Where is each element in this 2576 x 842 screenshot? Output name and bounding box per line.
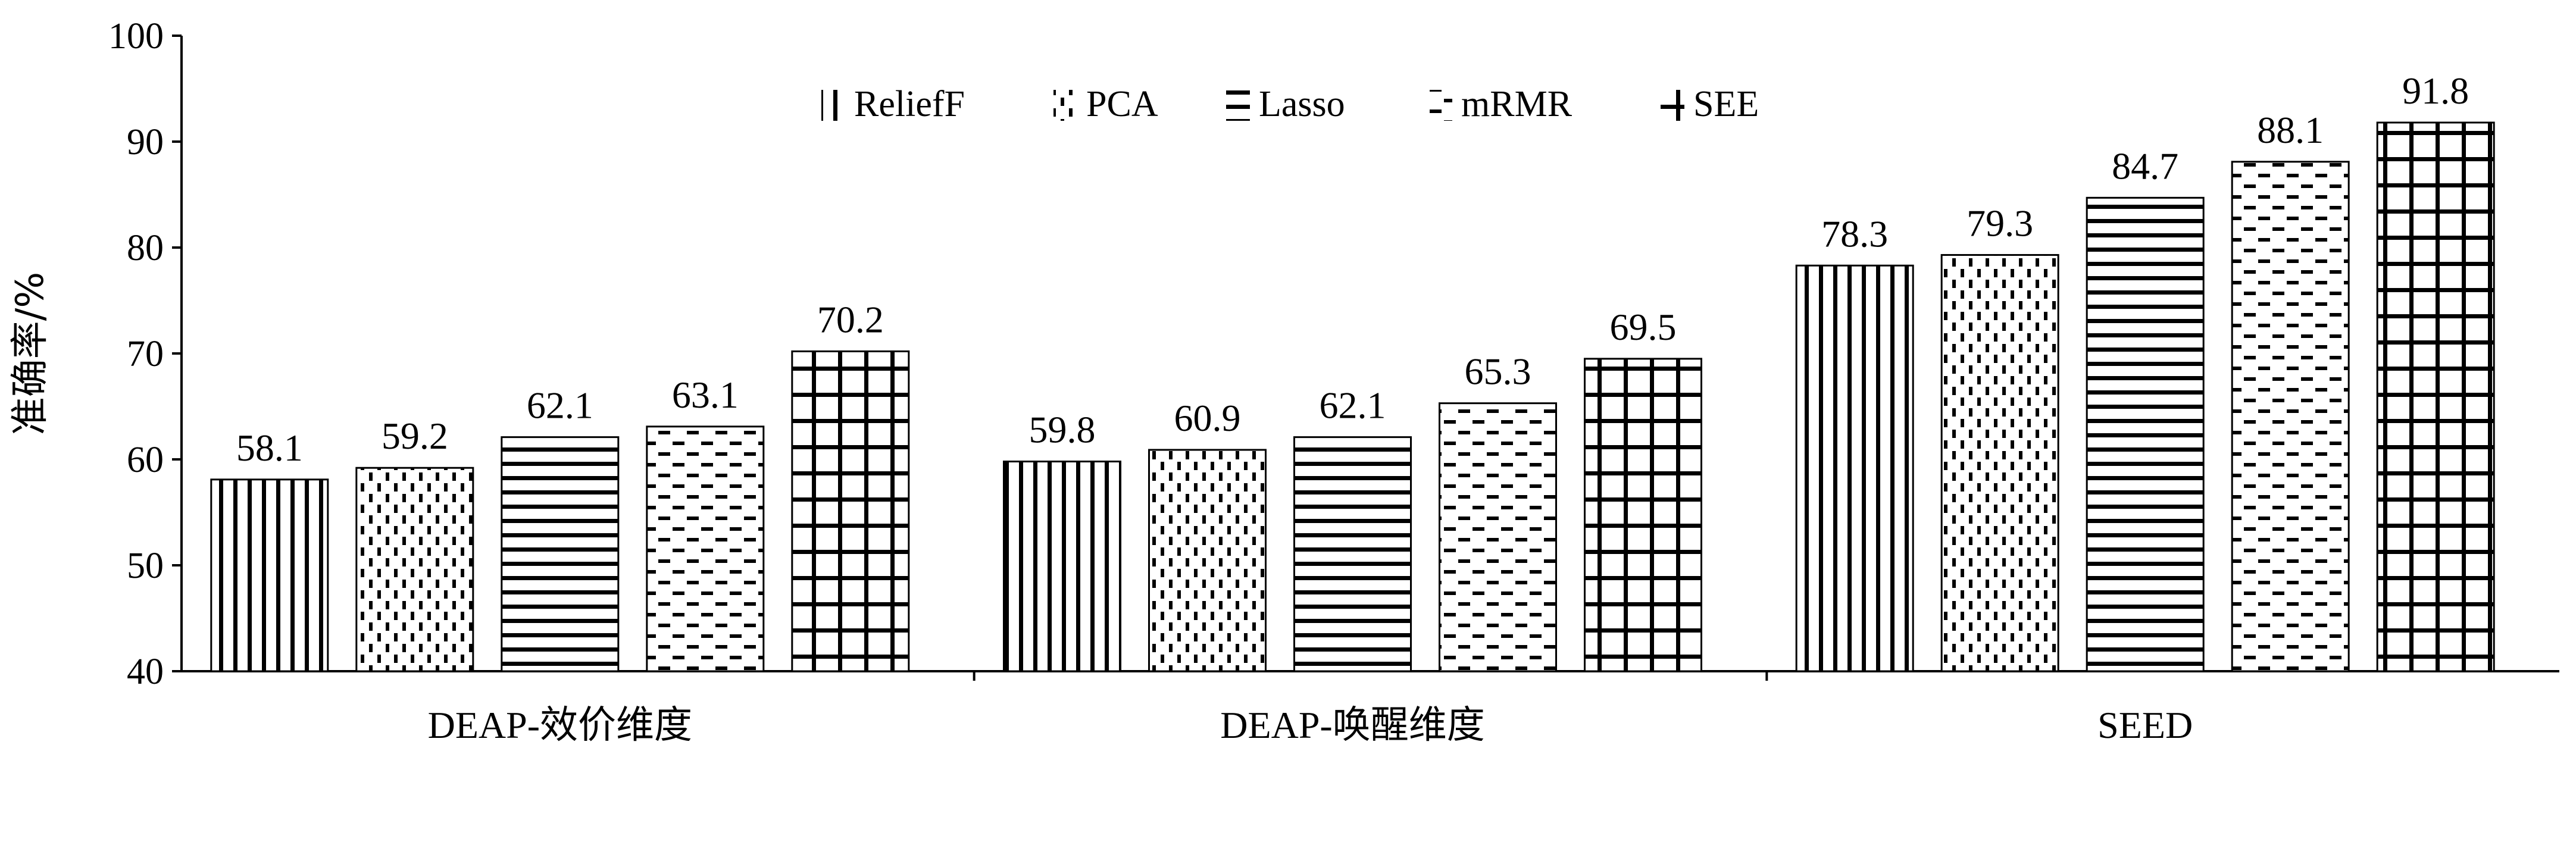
bar-relieff-2 (1795, 264, 1914, 672)
category-label: DEAP-唤醒维度 (1220, 704, 1484, 746)
legend-label-see: SEE (1693, 84, 1759, 124)
data-label: 62.1 (1320, 384, 1386, 427)
bar-mrmr-1 (1439, 402, 1557, 672)
bar-mrmr-2 (2231, 161, 2350, 672)
data-label: 59.2 (382, 415, 448, 457)
data-label: 62.1 (527, 384, 593, 427)
y-tick-label: 70 (127, 334, 164, 374)
data-label: 84.7 (2112, 145, 2178, 187)
data-label: 65.3 (1465, 350, 1531, 393)
y-axis-label: 准确率/% (8, 272, 52, 435)
y-tick-label: 40 (127, 652, 164, 692)
bar-pca-1 (1148, 449, 1267, 672)
data-label: 88.1 (2257, 109, 2324, 151)
legend-swatch-lasso (1226, 90, 1250, 121)
data-label: 63.1 (672, 374, 739, 416)
legend-swatch-see (1661, 90, 1684, 121)
bar-see-0 (791, 350, 910, 672)
y-tick-label: 80 (127, 228, 164, 268)
legend-label-pca: PCA (1086, 84, 1158, 124)
legend-label-mrmr: mRMR (1461, 84, 1573, 124)
bar-pca-0 (355, 467, 474, 672)
data-label: 79.3 (1967, 202, 2033, 244)
bar-lasso-2 (2086, 196, 2205, 672)
legend-label-relieff: ReliefF (854, 84, 965, 124)
legend-swatch-mrmr (1428, 90, 1452, 121)
category-label: DEAP-效价维度 (428, 704, 692, 746)
y-tick-label: 100 (108, 16, 164, 57)
data-label: 59.8 (1029, 409, 1096, 451)
bar-relieff-1 (1003, 461, 1121, 672)
bar-mrmr-0 (646, 425, 765, 672)
legend-label-lasso: Lasso (1259, 84, 1345, 124)
data-label: 60.9 (1174, 397, 1241, 439)
data-label: 70.2 (817, 298, 884, 340)
legend-swatch-pca (1053, 90, 1077, 121)
bar-lasso-1 (1293, 436, 1412, 672)
bar-pca-2 (1940, 253, 2059, 672)
bar-see-2 (2376, 121, 2495, 672)
data-label: 91.8 (2402, 70, 2469, 112)
data-label: 78.3 (1821, 212, 1888, 255)
bar-relieff-0 (210, 478, 329, 672)
y-tick-label: 50 (127, 546, 164, 586)
category-label: SEED (2097, 704, 2193, 746)
bar-lasso-0 (501, 436, 620, 672)
y-tick-label: 90 (127, 122, 164, 162)
bar-see-1 (1584, 358, 1702, 672)
legend-swatch-relieff (821, 90, 845, 121)
data-label: 69.5 (1610, 306, 1677, 348)
y-tick-label: 60 (127, 440, 164, 480)
data-label: 58.1 (236, 427, 303, 469)
